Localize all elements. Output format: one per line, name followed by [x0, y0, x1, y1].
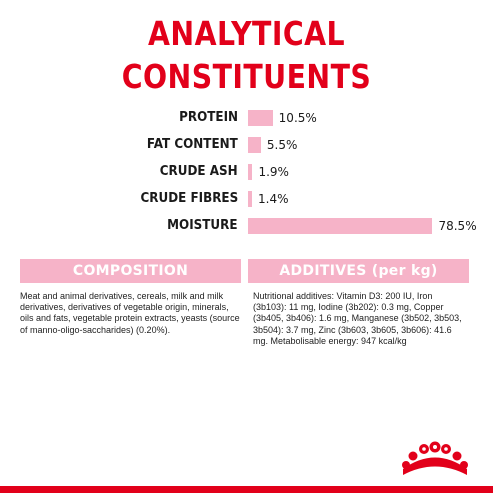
brand-bottom-stripe: [0, 486, 493, 493]
constituent-bar: [248, 164, 252, 180]
constituent-label: MOISTURE: [168, 213, 238, 239]
constituent-value: 1.4%: [258, 186, 289, 212]
title-line-2: CONSTITUENTS: [35, 55, 459, 98]
composition-header: COMPOSITION: [20, 259, 241, 283]
constituent-value: 10.5%: [279, 105, 317, 131]
constituent-bar: [248, 218, 432, 234]
page-title: ANALYTICAL CONSTITUENTS: [35, 12, 459, 98]
constituent-bar: [248, 110, 273, 126]
constituent-label: PROTEIN: [179, 105, 238, 131]
composition-text: Meat and animal derivatives, cereals, mi…: [20, 291, 242, 336]
constituent-row-fat-content: FAT CONTENT 5.5%: [0, 132, 493, 158]
constituent-row-protein: PROTEIN 10.5%: [0, 105, 493, 131]
constituent-value: 5.5%: [267, 132, 298, 158]
constituent-bar: [248, 137, 261, 153]
constituent-row-crude-ash: CRUDE ASH 1.9%: [0, 159, 493, 185]
additives-text: Nutritional additives: Vitamin D3: 200 I…: [253, 291, 467, 347]
constituent-row-moisture: MOISTURE 78.5%: [0, 213, 493, 239]
constituent-row-crude-fibres: CRUDE FIBRES 1.4%: [0, 186, 493, 212]
constituent-bar: [248, 191, 252, 207]
title-line-1: ANALYTICAL: [35, 12, 459, 55]
royal-canin-crown-icon: [400, 438, 470, 480]
additives-header: ADDITIVES (per kg): [248, 259, 469, 283]
constituent-label: FAT CONTENT: [147, 132, 238, 158]
constituent-value: 78.5%: [438, 213, 476, 239]
constituent-value: 1.9%: [258, 159, 289, 185]
constituent-label: CRUDE ASH: [160, 159, 238, 185]
constituent-label: CRUDE FIBRES: [140, 186, 238, 212]
